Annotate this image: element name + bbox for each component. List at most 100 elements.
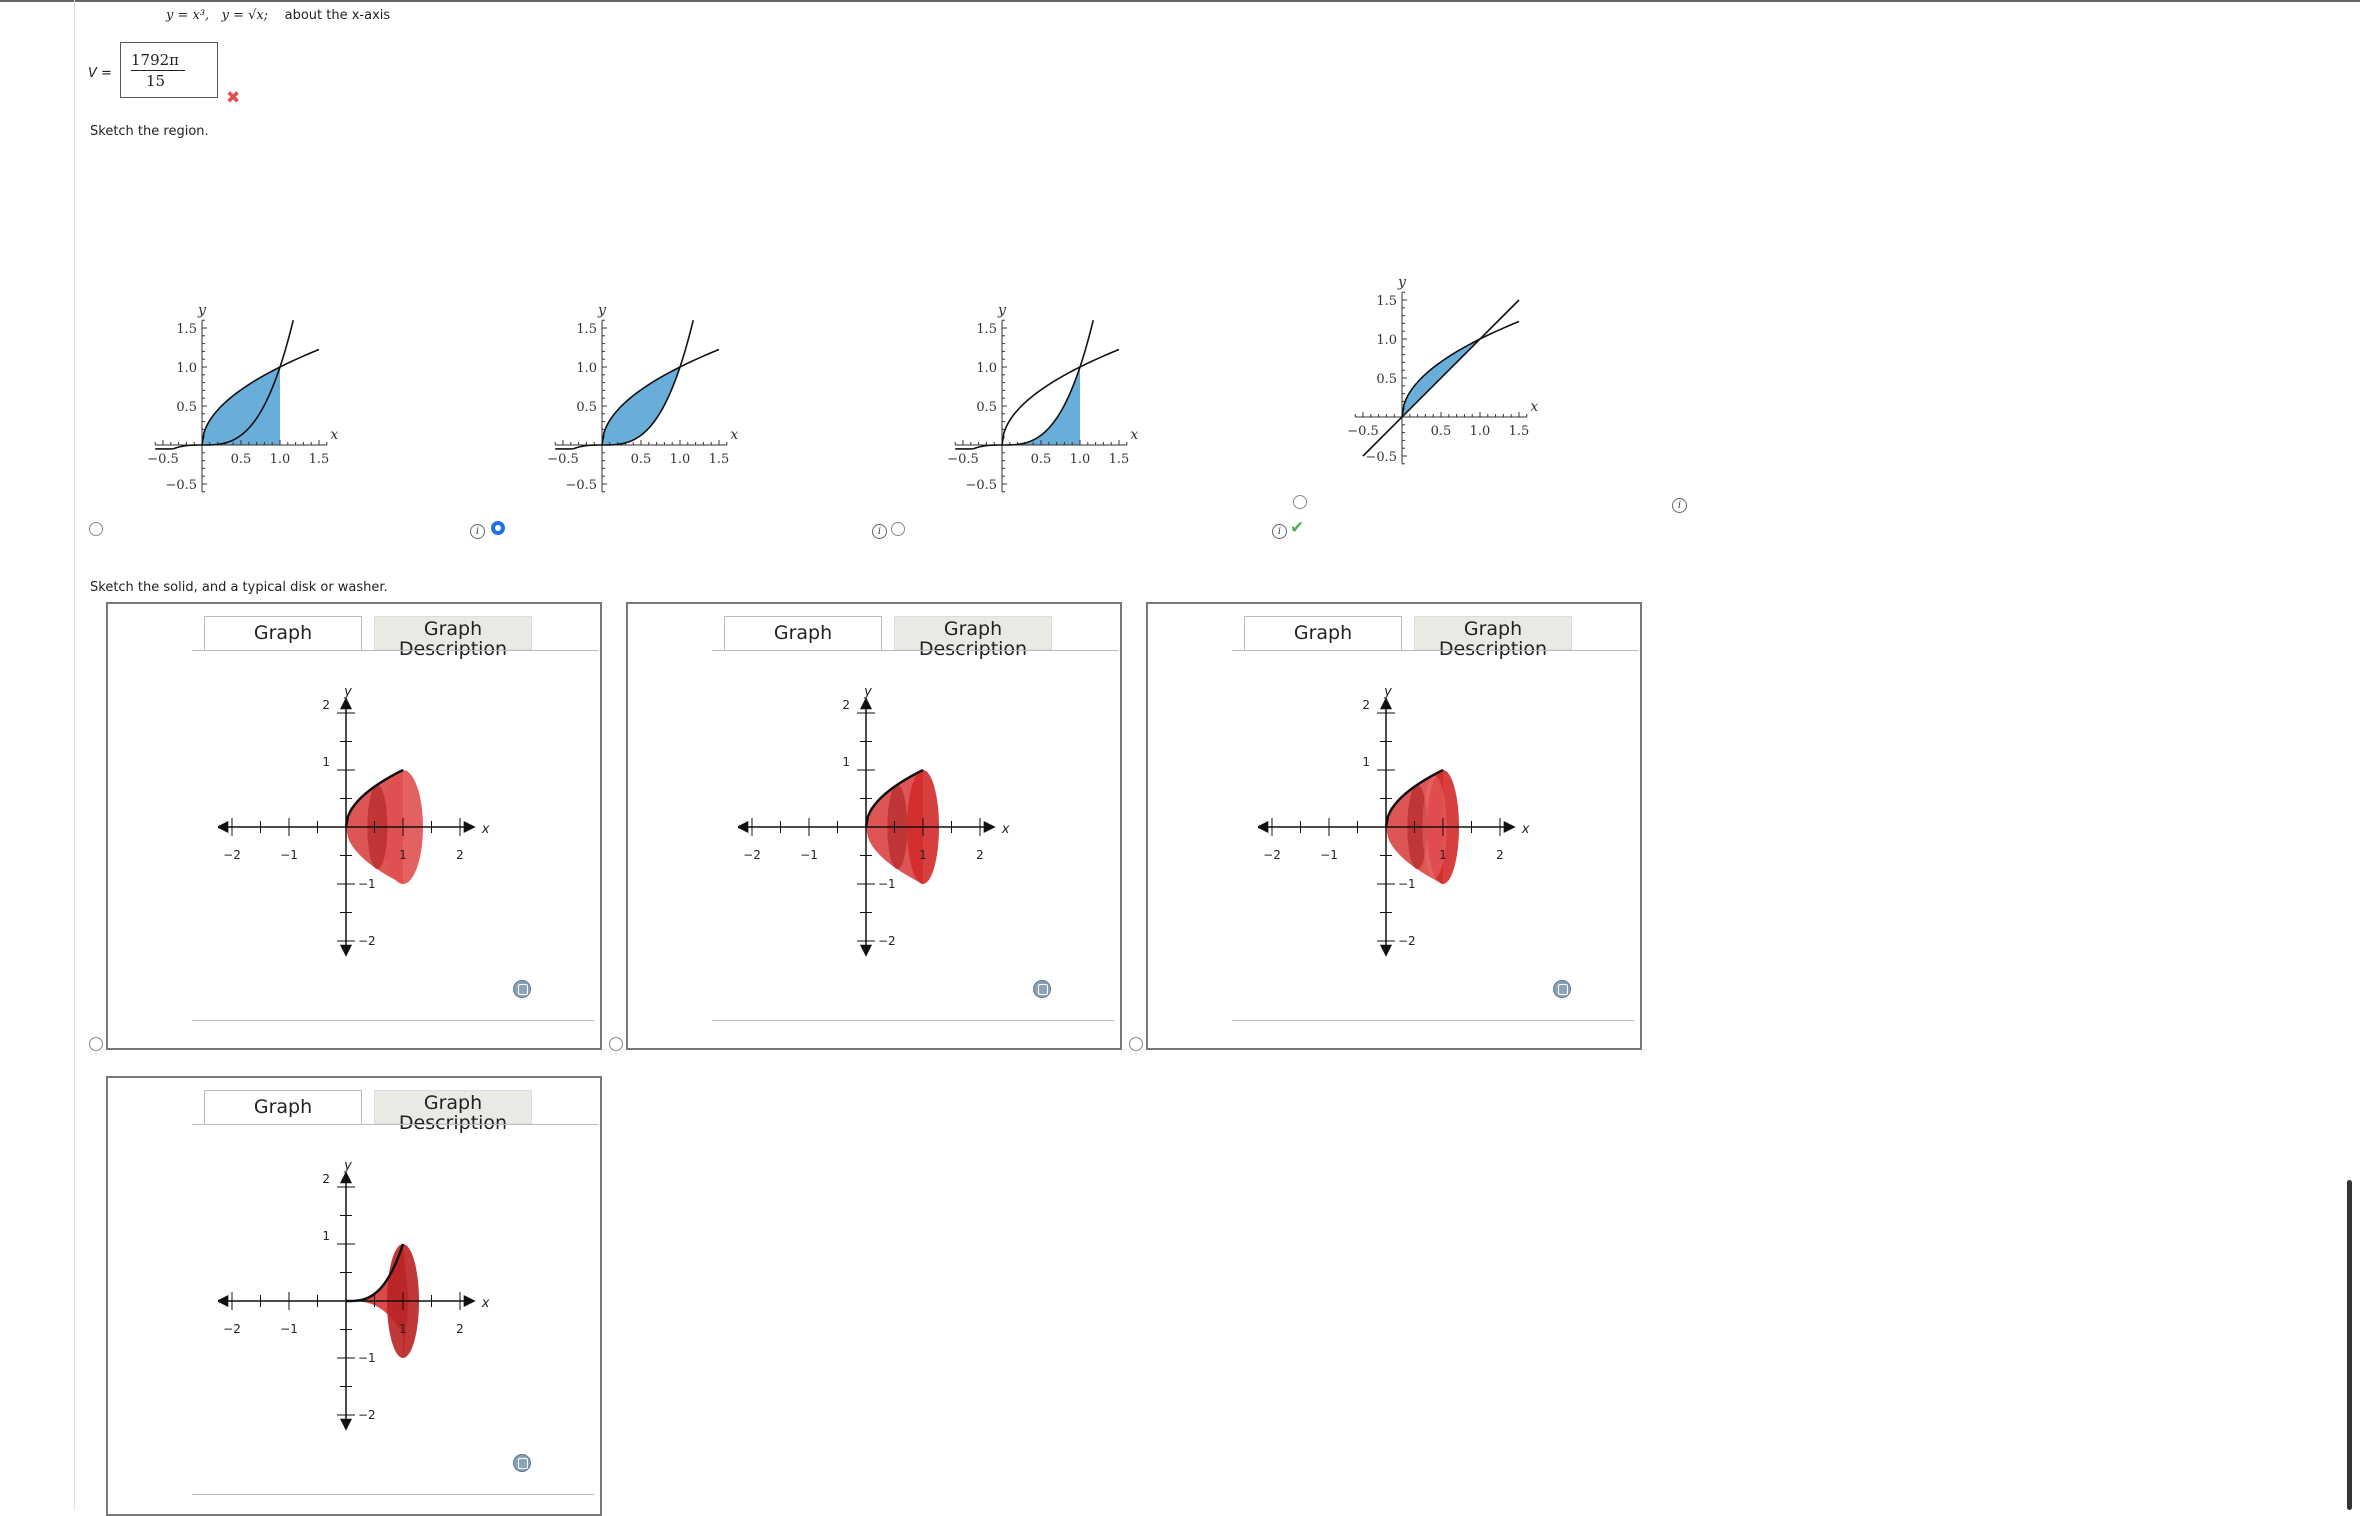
- x-tick-label: −1: [800, 848, 818, 862]
- region-graph-4[interactable]: −0.5 0.5 1.0 1.5 1.5 1.0 0.5 −0.5 x y: [1300, 145, 1680, 515]
- solid-panel-4[interactable]: Graph Graph Description −2 −1 1 2 2 1 −1 −2 x y: [106, 1076, 602, 1516]
- x-tick-label: −2: [1263, 848, 1281, 862]
- x-axis-label: x: [730, 427, 738, 443]
- y-tick-label: −2: [358, 934, 376, 948]
- y-tick-label: 1.0: [1376, 333, 1397, 348]
- y-axis-label: y: [997, 303, 1007, 319]
- region-option-4-radio[interactable]: [1293, 495, 1307, 509]
- y-axis-arrow-down: [340, 944, 352, 957]
- x-tick-label: 1.0: [1070, 452, 1091, 467]
- solid-option-1-radio[interactable]: [89, 1037, 103, 1051]
- tab-divider: [1232, 650, 1638, 651]
- x-axis-label: x: [1001, 822, 1010, 837]
- info-icon[interactable]: i: [1272, 524, 1287, 539]
- solid-option-2-radio[interactable]: [609, 1037, 623, 1051]
- tab-graph[interactable]: Graph: [1244, 616, 1402, 650]
- y-tick-label: 2: [842, 698, 850, 712]
- region-graph-2[interactable]: −0.5 0.5 1.0 1.5 1.5 1.0 0.5 −0.5 x y: [500, 170, 880, 540]
- region-graph-1[interactable]: −0.5 0.5 1.0 1.5 1.5 1.0 0.5 −0.5 x y: [100, 170, 480, 540]
- tab-graph[interactable]: Graph: [204, 1090, 362, 1124]
- cubic-curve: [155, 320, 295, 450]
- accessibility-icon[interactable]: [513, 980, 531, 998]
- sqrt-curve: [1001, 348, 1120, 446]
- y-tick-label: 2: [322, 1172, 330, 1186]
- info-icon[interactable]: i: [1672, 498, 1687, 513]
- tab-graph-description[interactable]: Graph Description: [1414, 616, 1572, 659]
- x-tick-label: −0.5: [947, 452, 979, 467]
- solid-instruction: Sketch the solid, and a typical disk or …: [90, 580, 388, 595]
- region-option-2-radio[interactable]: [491, 521, 505, 535]
- answer-denominator: 15: [146, 72, 166, 90]
- y-tick-label: 0.5: [1376, 372, 1397, 387]
- info-icon[interactable]: i: [470, 524, 485, 539]
- tab-divider: [192, 1124, 598, 1125]
- sqrt-curve: [601, 348, 720, 446]
- x-tick-label: −1: [1320, 848, 1338, 862]
- solid-graph-1: −2 −1 1 2 2 1 −1 −2 x y: [218, 684, 490, 957]
- y-axis-arrow-up: [860, 697, 872, 710]
- tab-graph-description[interactable]: Graph Description: [374, 616, 532, 659]
- tab-graph-description[interactable]: Graph Description: [374, 1090, 532, 1133]
- x-tick-label: 2: [456, 1322, 464, 1336]
- y-tick-label: −0.5: [565, 478, 597, 493]
- volume-answer-field[interactable]: 1792π 15: [120, 42, 218, 98]
- y-tick-label: 2: [1362, 698, 1370, 712]
- x-axis-label: x: [481, 822, 490, 837]
- x-tick-label: 0.5: [231, 452, 252, 467]
- solid-option-3-radio[interactable]: [1129, 1037, 1143, 1051]
- y-tick-label: 0.5: [976, 400, 997, 415]
- x-tick-label: 1.5: [1509, 424, 1530, 439]
- x-tick-label: −2: [743, 848, 761, 862]
- fraction-bar: [131, 70, 185, 71]
- y-axis-label: y: [597, 303, 607, 319]
- y-tick-label: 1: [842, 755, 850, 769]
- solid-panel-3[interactable]: Graph Graph Description −2 −1 1 2 2 1 −1 −2 x y: [1146, 602, 1642, 1050]
- x-mark-icon: ✖: [226, 88, 241, 108]
- sqrt-curve: [201, 348, 320, 446]
- answer-numerator: 1792π: [131, 51, 180, 69]
- x-axis-arrow-right: [983, 821, 996, 833]
- y-axis-arrow-up: [340, 1171, 352, 1184]
- x-tick-label: 1: [919, 848, 927, 862]
- panel-divider: [192, 1020, 594, 1021]
- y-tick-label: −1: [1398, 877, 1416, 891]
- x-tick-label: 2: [976, 848, 984, 862]
- x-tick-label: 0.5: [1031, 452, 1052, 467]
- tab-graph-description[interactable]: Graph Description: [894, 616, 1052, 659]
- solid-panel-2[interactable]: Graph Graph Description −2 −1 1 2 2 1 −1 −2 x y: [626, 602, 1122, 1050]
- region-option-3-radio[interactable]: [891, 522, 905, 536]
- region-option-1-radio[interactable]: [89, 522, 103, 536]
- shaded-region: [202, 367, 280, 445]
- y-tick-label: −2: [1398, 934, 1416, 948]
- y-tick-label: 1.5: [976, 322, 997, 337]
- accessibility-icon[interactable]: [513, 1454, 531, 1472]
- x-tick-label: 1: [1439, 848, 1447, 862]
- panel-divider: [712, 1020, 1114, 1021]
- y-axis-label: y: [197, 303, 207, 319]
- tab-graph[interactable]: Graph: [724, 616, 882, 650]
- y-tick-label: 1.5: [1376, 294, 1397, 309]
- panel-divider: [1232, 1020, 1634, 1021]
- y-tick-label: 2: [322, 698, 330, 712]
- x-axis-arrow-right: [463, 821, 476, 833]
- sqrt-curve: [1401, 320, 1520, 418]
- x-axis-arrow-right: [463, 1295, 476, 1307]
- tab-divider: [712, 650, 1118, 651]
- solid-panel-1[interactable]: Graph Graph Description −2 −1 1 2 2 1 −1 −2 x y: [106, 602, 602, 1050]
- x-axis-label: x: [1521, 822, 1530, 837]
- accessibility-icon[interactable]: [1553, 980, 1571, 998]
- x-tick-label: 1.0: [1470, 424, 1491, 439]
- scrollbar-thumb[interactable]: [2347, 1180, 2352, 1510]
- top-border: [0, 0, 2360, 2]
- accessibility-icon[interactable]: [1033, 980, 1051, 998]
- x-axis-arrow-left: [218, 1295, 229, 1307]
- y-axis-label: y: [863, 684, 872, 699]
- x-axis-label: x: [1530, 399, 1538, 415]
- x-tick-label: −1: [280, 1322, 298, 1336]
- info-icon[interactable]: i: [872, 524, 887, 539]
- tab-divider: [192, 650, 598, 651]
- y-tick-label: −1: [358, 877, 376, 891]
- tab-graph[interactable]: Graph: [204, 616, 362, 650]
- region-graph-3[interactable]: −0.5 0.5 1.0 1.5 1.5 1.0 0.5 −0.5 x y: [900, 170, 1280, 540]
- x-tick-label: 1: [399, 1322, 407, 1336]
